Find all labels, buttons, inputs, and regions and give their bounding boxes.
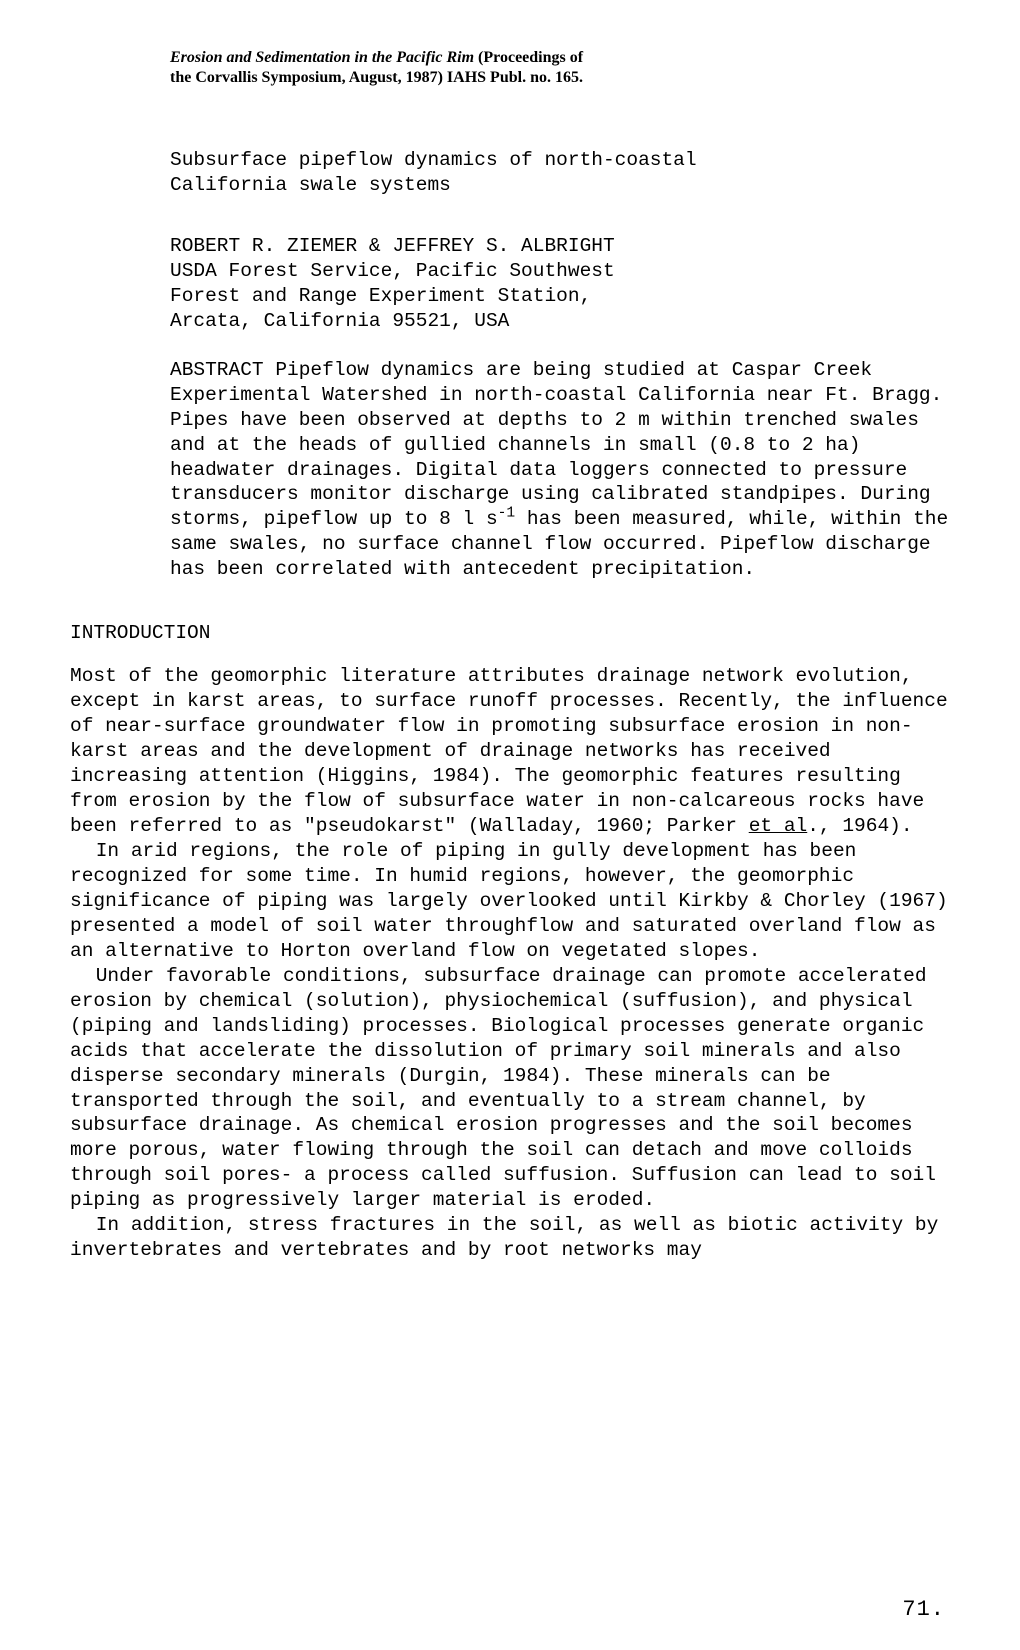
- paragraph-2: In arid regions, the role of piping in g…: [70, 839, 950, 964]
- paragraph-4: In addition, stress fractures in the soi…: [70, 1213, 950, 1263]
- title-line2: California swale systems: [170, 173, 950, 198]
- running-head-line1: Erosion and Sedimentation in the Pacific…: [170, 48, 950, 68]
- paragraph-3: Under favorable conditions, subsurface d…: [70, 964, 950, 1214]
- authors-block: ROBERT R. ZIEMER & JEFFREY S. ALBRIGHT U…: [170, 234, 950, 334]
- paragraph-1: Most of the geomorphic literature attrib…: [70, 664, 950, 839]
- running-head: Erosion and Sedimentation in the Pacific…: [170, 48, 950, 88]
- authors-affil-2: Forest and Range Experiment Station,: [170, 284, 950, 309]
- running-head-line2b: IAHS Publ. no. 165.: [443, 69, 583, 86]
- running-head-line2: the Corvallis Symposium, August, 1987) I…: [170, 68, 950, 88]
- abstract: ABSTRACT Pipeflow dynamics are being stu…: [170, 358, 950, 583]
- page: Erosion and Sedimentation in the Pacific…: [0, 0, 1020, 1650]
- p1-text-a: Most of the geomorphic literature attrib…: [70, 665, 948, 837]
- body-text: Most of the geomorphic literature attrib…: [70, 664, 950, 1263]
- p1-text-b: ., 1964).: [807, 815, 912, 837]
- abstract-text-a: Pipeflow dynamics are being studied at C…: [170, 359, 942, 531]
- running-head-bold: (Proceedings of: [474, 49, 583, 66]
- abstract-superscript: -1: [498, 506, 516, 522]
- p1-et-al: et al: [749, 815, 808, 837]
- page-number: 71.: [902, 1597, 945, 1622]
- section-heading-introduction: INTRODUCTION: [70, 622, 950, 644]
- authors-names: ROBERT R. ZIEMER & JEFFREY S. ALBRIGHT: [170, 234, 950, 259]
- running-head-italic: Erosion and Sedimentation in the Pacific…: [170, 49, 474, 66]
- article-title: Subsurface pipeflow dynamics of north-co…: [170, 148, 950, 198]
- abstract-label: ABSTRACT: [170, 359, 264, 381]
- running-head-line2a: the Corvallis Symposium, August, 1987): [170, 69, 443, 86]
- title-line1: Subsurface pipeflow dynamics of north-co…: [170, 148, 950, 173]
- authors-affil-1: USDA Forest Service, Pacific Southwest: [170, 259, 950, 284]
- authors-affil-3: Arcata, California 95521, USA: [170, 309, 950, 334]
